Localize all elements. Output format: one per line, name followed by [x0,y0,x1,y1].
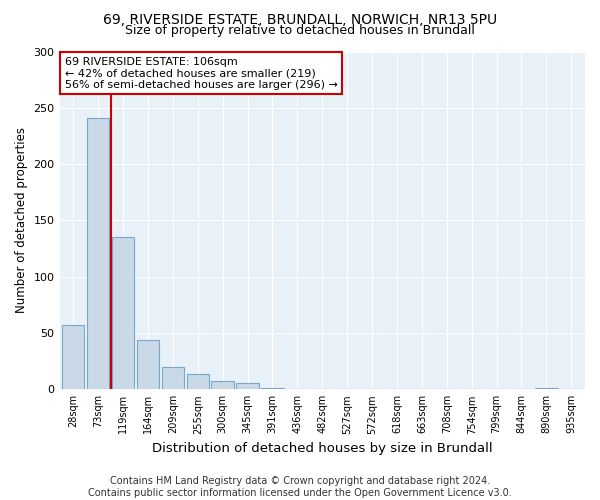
Bar [261,388,284,390]
Bar [161,367,184,390]
Bar [236,382,259,390]
Text: 69, RIVERSIDE ESTATE, BRUNDALL, NORWICH, NR13 5PU: 69, RIVERSIDE ESTATE, BRUNDALL, NORWICH,… [103,12,497,26]
Y-axis label: Number of detached properties: Number of detached properties [15,128,28,314]
Bar [211,382,234,390]
X-axis label: Distribution of detached houses by size in Brundall: Distribution of detached houses by size … [152,442,493,455]
Bar [62,325,85,390]
Bar [535,388,557,390]
Bar [112,238,134,390]
Bar [187,374,209,390]
Text: Size of property relative to detached houses in Brundall: Size of property relative to detached ho… [125,24,475,37]
Bar [137,340,159,390]
Text: 69 RIVERSIDE ESTATE: 106sqm
← 42% of detached houses are smaller (219)
56% of se: 69 RIVERSIDE ESTATE: 106sqm ← 42% of det… [65,56,338,90]
Text: Contains HM Land Registry data © Crown copyright and database right 2024.
Contai: Contains HM Land Registry data © Crown c… [88,476,512,498]
Bar [87,118,109,390]
